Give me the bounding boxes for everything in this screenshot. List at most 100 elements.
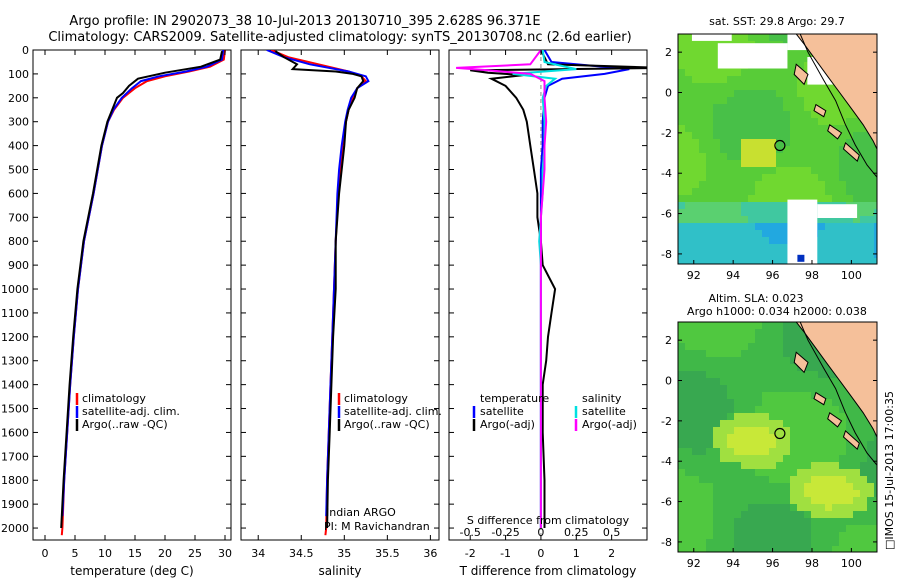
map-cell [839,118,846,125]
map-cell [741,476,748,483]
map-cell [825,90,832,97]
x-tick-label: 5 [72,547,79,560]
map-cell [699,125,706,132]
map-cell [769,251,776,258]
map-cell [692,413,699,420]
map-cell [804,483,811,490]
legend-label-t-argo: Argo(-adj) [480,418,535,431]
map-cell [727,413,734,420]
map-cell [762,90,769,97]
map-cell [713,448,720,455]
map-cell [860,230,867,237]
map-cell [692,392,699,399]
map-cell [818,504,825,511]
map-cell [853,244,860,251]
map-cell [825,420,832,427]
map-cell [699,202,706,209]
map-cell [790,427,797,434]
map-cell [853,420,860,427]
map-cell [804,399,811,406]
legend-label-s-argo: Argo(-adj) [582,418,637,431]
map-cell [853,230,860,237]
map-cell [699,258,706,264]
map-cell [748,420,755,427]
map-cell [699,420,706,427]
map-cell [783,427,790,434]
map-cell [727,448,734,455]
map-cell [706,483,713,490]
legend-title-salinity: salinity [582,392,622,405]
map-cell [846,125,853,132]
map-cell [811,90,818,97]
y-tick-label: -6 [661,496,672,509]
map-cell [699,399,706,406]
map-cell [713,223,720,230]
map-cell [832,139,839,146]
map-cell [811,399,818,406]
map-cell [846,160,853,167]
map-cell [678,476,685,483]
map-cell [741,216,748,223]
map-cell [678,62,685,69]
map-cell [790,490,797,497]
map-cell [832,448,839,455]
map-cell [832,441,839,448]
map-cell [769,111,776,118]
map-cell [769,237,776,244]
map-cell [748,139,755,146]
map-cell [790,350,797,357]
map-cell [804,174,811,181]
map-cell [832,518,839,525]
x-tick-label: 34.5 [289,547,314,560]
map-cell [692,104,699,111]
map-cell [853,406,860,413]
map-cell [727,392,734,399]
map-cell [706,546,713,552]
map-cell [804,476,811,483]
map-cell [818,490,825,497]
map-cell [727,525,734,532]
map-cell [685,413,692,420]
map-cell [692,90,699,97]
map-cell [776,483,783,490]
map-cell [713,251,720,258]
map-cell [678,385,685,392]
map-cell [706,41,713,48]
map-cell [825,483,832,490]
map-cell [734,188,741,195]
map-cell [699,167,706,174]
map-cell [734,146,741,153]
map-cell [678,406,685,413]
map-cell [769,329,776,336]
map-cell [755,111,762,118]
map-cell [685,230,692,237]
map-cell [692,160,699,167]
map-cell [685,195,692,202]
map-cell [692,125,699,132]
map-cell [776,104,783,111]
map-cell [797,90,804,97]
map-cell [832,181,839,188]
map-cell [706,160,713,167]
map-cell [846,441,853,448]
map-cell [811,139,818,146]
map-cell [769,322,776,329]
map-cell [832,476,839,483]
map-cell [713,525,720,532]
map-cell [804,392,811,399]
map-cell [825,237,832,244]
map-cell [762,258,769,264]
map-cell [706,385,713,392]
map-cell [748,336,755,343]
map-cell [741,132,748,139]
map-cell [874,174,877,181]
map-cell [832,455,839,462]
map-cell [853,251,860,258]
map-cell [874,244,877,251]
map-cell [755,104,762,111]
map-cell [720,532,727,539]
map-cell [706,434,713,441]
map-cell [748,504,755,511]
map-cell [860,469,867,476]
map-cell [748,76,755,83]
